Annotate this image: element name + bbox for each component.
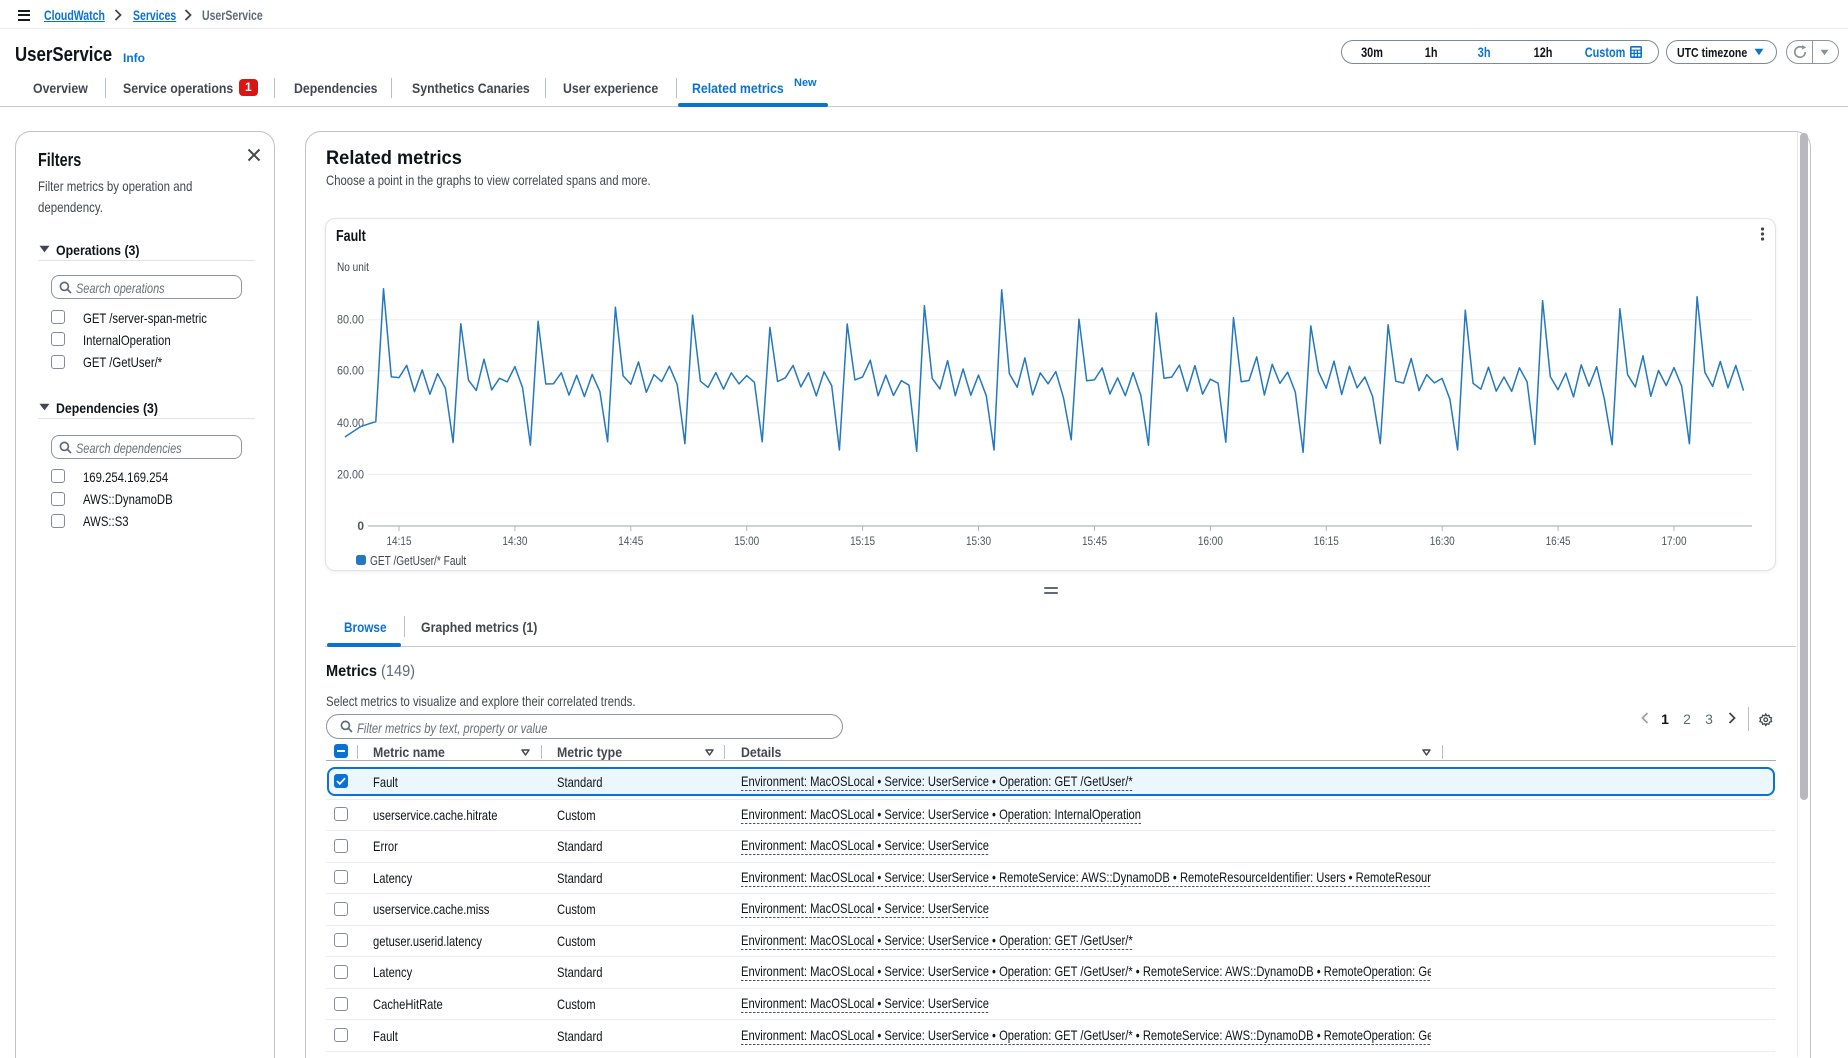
svg-text:60.00: 60.00 xyxy=(337,364,364,378)
svg-text:16:00: 16:00 xyxy=(1198,534,1223,548)
svg-text:15:00: 15:00 xyxy=(734,534,759,548)
svg-text:20.00: 20.00 xyxy=(337,467,364,481)
svg-text:80.00: 80.00 xyxy=(337,313,364,327)
svg-text:0: 0 xyxy=(357,519,364,533)
svg-text:14:30: 14:30 xyxy=(502,534,527,548)
svg-text:17:00: 17:00 xyxy=(1662,534,1687,548)
svg-text:16:15: 16:15 xyxy=(1314,534,1339,548)
svg-text:40.00: 40.00 xyxy=(337,416,364,430)
svg-text:15:15: 15:15 xyxy=(850,534,875,548)
svg-text:14:45: 14:45 xyxy=(618,534,643,548)
svg-text:15:45: 15:45 xyxy=(1082,534,1107,548)
svg-text:15:30: 15:30 xyxy=(966,534,991,548)
svg-text:16:45: 16:45 xyxy=(1546,534,1571,548)
svg-text:16:30: 16:30 xyxy=(1430,534,1455,548)
svg-text:14:15: 14:15 xyxy=(387,534,412,548)
